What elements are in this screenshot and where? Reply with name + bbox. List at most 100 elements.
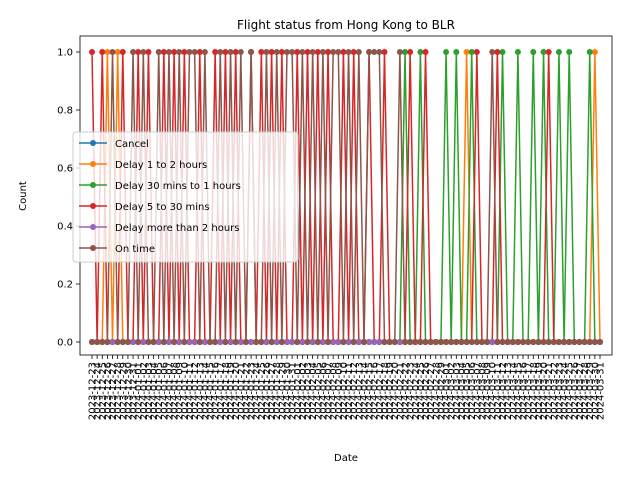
x-tick-label: 2024-01-11 bbox=[185, 362, 196, 420]
data-point bbox=[366, 339, 373, 345]
data-point bbox=[376, 339, 383, 345]
x-tick-label: 2024-02-26 bbox=[421, 362, 432, 420]
legend-label: Delay more than 2 hours bbox=[115, 223, 240, 234]
x-tick-label: 2024-02-18 bbox=[380, 362, 391, 420]
data-point bbox=[273, 49, 280, 55]
data-point bbox=[427, 339, 434, 345]
legend-item: Delay 30 mins to 1 hours bbox=[79, 181, 241, 192]
x-tick-label: 2024-01-18 bbox=[221, 362, 232, 420]
data-point bbox=[520, 339, 527, 345]
data-point bbox=[248, 339, 255, 345]
data-point bbox=[499, 49, 506, 55]
x-tick-label: 2024-02-14 bbox=[359, 362, 370, 420]
data-point bbox=[468, 339, 475, 345]
x-tick-label: 2024-02-17 bbox=[375, 362, 386, 420]
x-tick-label: 2024-01-27 bbox=[267, 362, 278, 420]
data-point bbox=[371, 49, 378, 55]
data-point bbox=[443, 49, 450, 55]
x-tick-label: 2024-02-11 bbox=[344, 362, 355, 420]
data-point bbox=[432, 339, 439, 345]
legend-label: Delay 5 to 30 mins bbox=[115, 202, 210, 213]
data-point bbox=[165, 339, 172, 345]
x-tick-label: 2024-01-17 bbox=[216, 362, 227, 420]
data-point bbox=[109, 49, 116, 55]
x-tick-label: 2024-01-25 bbox=[257, 362, 268, 420]
legend-swatch-marker bbox=[90, 224, 96, 230]
x-tick-label: 2024-02-01 bbox=[293, 362, 304, 420]
x-tick-label: 2024-02-28 bbox=[431, 362, 442, 420]
data-point bbox=[381, 49, 388, 55]
x-tick-label: 2024-02-09 bbox=[334, 362, 345, 420]
data-point bbox=[540, 339, 547, 345]
data-point bbox=[160, 339, 167, 345]
x-tick-label: 2024-02-05 bbox=[313, 362, 324, 420]
data-point bbox=[571, 339, 578, 345]
data-point bbox=[160, 49, 167, 55]
data-point bbox=[155, 339, 162, 345]
x-tick-label: 2024-03-12 bbox=[498, 362, 509, 420]
data-point bbox=[171, 339, 178, 345]
x-tick-label: 2024-03-15 bbox=[513, 362, 524, 420]
data-point bbox=[263, 339, 270, 345]
data-point bbox=[458, 339, 465, 345]
y-axis: 0.0 0.2 0.4 0.6 0.8 1.0 bbox=[57, 48, 80, 349]
data-point bbox=[176, 339, 183, 345]
data-point bbox=[283, 49, 290, 55]
data-point bbox=[227, 49, 234, 55]
x-tick-label: 2024-01-29 bbox=[277, 362, 288, 420]
x-tick-label: 2024-01-31 bbox=[288, 362, 299, 420]
data-point bbox=[586, 49, 593, 55]
x-tick-label: 2024-01-24 bbox=[252, 362, 263, 420]
data-point bbox=[330, 49, 337, 55]
x-tick-label: 2024-01-12 bbox=[190, 362, 201, 420]
data-point bbox=[545, 339, 552, 345]
legend-item: Delay 5 to 30 mins bbox=[79, 202, 210, 213]
x-tick-label: 2024-02-16 bbox=[370, 362, 381, 420]
data-point bbox=[504, 339, 511, 345]
data-point bbox=[545, 49, 552, 55]
x-tick-label: 2023-12-23 bbox=[88, 362, 99, 420]
data-point bbox=[130, 49, 137, 55]
data-point bbox=[335, 49, 342, 55]
data-point bbox=[140, 339, 147, 345]
x-tick-label: 2024-03-11 bbox=[493, 362, 504, 420]
x-tick-label: 2023-12-29 bbox=[118, 362, 129, 420]
x-tick-label: 2024-02-08 bbox=[329, 362, 340, 420]
data-point bbox=[289, 339, 296, 345]
x-axis-label: Date bbox=[334, 453, 358, 464]
data-point bbox=[468, 49, 475, 55]
data-point bbox=[217, 49, 224, 55]
x-tick-label: 2024-01-02 bbox=[139, 362, 150, 420]
legend: Cancel Delay 1 to 2 hours Delay 30 mins to… bbox=[72, 131, 299, 263]
data-point bbox=[345, 49, 352, 55]
x-tick-label: 2024-02-04 bbox=[308, 362, 319, 420]
y-tick-label: 0.2 bbox=[57, 280, 73, 291]
x-tick-label: 2023-12-26 bbox=[103, 362, 114, 420]
data-point bbox=[309, 49, 316, 55]
legend-box bbox=[72, 131, 299, 263]
x-tick-label: 2024-03-25 bbox=[565, 362, 576, 420]
data-point bbox=[171, 49, 178, 55]
legend-item: Delay more than 2 hours bbox=[79, 223, 240, 234]
data-point bbox=[489, 49, 496, 55]
data-point bbox=[535, 339, 542, 345]
y-tick-label: 0.8 bbox=[57, 106, 73, 117]
x-tick-label: 2024-03-16 bbox=[519, 362, 530, 420]
x-tick-label: 2024-01-07 bbox=[164, 362, 175, 420]
data-point bbox=[530, 49, 537, 55]
x-tick-label: 2024-02-27 bbox=[426, 362, 437, 420]
data-point bbox=[237, 49, 244, 55]
x-tick-label: 2024-02-15 bbox=[365, 362, 376, 420]
x-tick-label: 2023-12-25 bbox=[98, 362, 109, 420]
legend-item: Delay 1 to 2 hours bbox=[79, 160, 207, 171]
data-point bbox=[555, 339, 562, 345]
data-point bbox=[494, 339, 501, 345]
data-point bbox=[422, 49, 429, 55]
data-point bbox=[360, 339, 367, 345]
data-point bbox=[186, 339, 193, 345]
legend-item: Cancel bbox=[79, 139, 149, 150]
x-tick-label: 2024-03-20 bbox=[539, 362, 550, 420]
data-point bbox=[355, 339, 362, 345]
data-point bbox=[140, 49, 147, 55]
